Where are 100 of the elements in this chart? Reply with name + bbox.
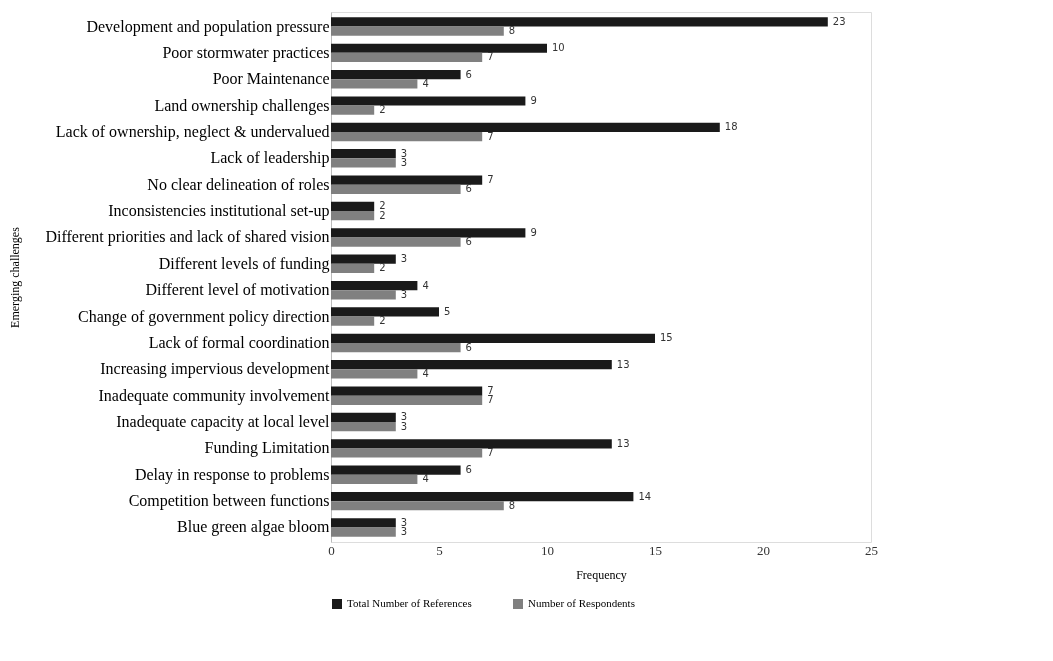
data-label: 7 (487, 394, 494, 406)
data-label: 5 (444, 305, 451, 317)
bar (331, 175, 483, 185)
bar (331, 280, 418, 291)
data-label: 14 (638, 490, 652, 502)
bar (331, 369, 418, 379)
y-axis-title: Emerging challenges (7, 226, 22, 328)
data-label: 8 (508, 499, 516, 511)
legend-label: Number of Respondents (528, 597, 635, 609)
x-tick-label: 15 (649, 542, 662, 558)
data-label: 13 (616, 437, 630, 449)
data-label: 18 (724, 121, 738, 133)
data-label: 8 (508, 25, 516, 37)
data-label: 7 (487, 130, 494, 142)
bar (331, 237, 461, 247)
data-label: 3 (400, 147, 408, 159)
x-tick-label: 0 (328, 542, 335, 558)
y-tick-label: Lack of leadership (210, 149, 330, 168)
data-label: 23 (832, 15, 846, 27)
data-label: 4 (422, 77, 429, 89)
bar (331, 412, 396, 423)
y-tick-label: Inconsistencies institutional set-up (108, 202, 330, 221)
data-label: 7 (487, 447, 494, 459)
bar (331, 17, 828, 27)
data-label: 7 (487, 51, 494, 63)
data-label: 3 (400, 288, 408, 300)
bar (331, 263, 375, 274)
data-label: 4 (422, 367, 429, 379)
x-tick-label: 25 (865, 542, 878, 558)
bar (331, 122, 720, 132)
bar (331, 474, 418, 484)
y-tick-label: Lack of ownership, neglect & undervalued (55, 122, 330, 141)
bar (331, 43, 547, 53)
data-label: 3 (400, 253, 408, 265)
y-tick-label: Increasing impervious development (100, 360, 331, 379)
y-tick-label: Different level of motivation (145, 281, 330, 299)
data-label: 2 (379, 200, 386, 212)
bar (331, 342, 461, 353)
bar (331, 149, 396, 159)
bar (331, 254, 396, 264)
bar (331, 79, 418, 89)
data-label: 10 (552, 42, 565, 54)
data-label: 7 (487, 385, 494, 397)
legend-label: Total Number of References (347, 597, 472, 609)
data-label: 2 (379, 209, 386, 221)
bar (331, 518, 396, 528)
bar (331, 360, 612, 370)
data-label: 3 (400, 516, 408, 528)
bar (331, 70, 461, 80)
y-tick-label: No clear delineation of roles (147, 175, 330, 193)
y-tick-label: Inadequate community involvement (98, 386, 331, 405)
data-label: 4 (422, 279, 429, 291)
bar (331, 307, 439, 317)
data-label: 9 (530, 226, 537, 238)
data-label: 3 (400, 411, 408, 423)
bar (331, 422, 396, 432)
bar (331, 316, 375, 326)
bar (331, 491, 634, 502)
y-tick-label: Competition between functions (128, 492, 330, 511)
bar (331, 26, 504, 36)
data-label: 6 (465, 183, 472, 195)
bar (331, 439, 612, 449)
data-label: 2 (379, 262, 386, 274)
bar (331, 184, 461, 194)
data-label: 3 (400, 526, 408, 538)
data-label: 13 (616, 358, 630, 370)
data-label: 6 (465, 68, 472, 80)
bar (331, 201, 375, 212)
data-label: 9 (530, 94, 537, 106)
data-label: 7 (487, 174, 494, 186)
data-label: 4 (422, 473, 429, 485)
x-tick-label: 20 (757, 542, 770, 558)
y-tick-label: Change of government policy direction (78, 307, 330, 326)
y-tick-label: Land ownership challenges (154, 96, 330, 115)
data-label: 3 (400, 420, 408, 432)
y-tick-label: Different levels of funding (158, 254, 330, 273)
x-tick-label: 5 (436, 542, 443, 558)
bar (331, 448, 483, 458)
data-label: 3 (400, 156, 408, 168)
y-tick-label: Funding Limitation (204, 439, 330, 458)
bar (331, 527, 396, 537)
data-label: 6 (465, 236, 472, 248)
y-tick-label: Blue green algae bloom (177, 518, 331, 537)
y-tick-label: Different priorities and lack of shared vision (45, 228, 330, 247)
bar (331, 52, 483, 63)
bar (331, 105, 375, 115)
y-tick-label: Development and population pressure (86, 17, 330, 36)
x-axis-title: Frequency (576, 567, 627, 582)
bar (331, 96, 526, 106)
y-tick-label: Poor stormwater practices (162, 43, 330, 62)
bar (331, 395, 483, 405)
bar (331, 290, 396, 300)
bar (331, 131, 483, 142)
y-tick-label: Inadequate capacity at local level (116, 413, 331, 432)
bar (331, 501, 504, 511)
x-tick-label: 10 (541, 542, 554, 558)
bar (331, 211, 375, 221)
bar (331, 386, 483, 396)
y-tick-label: Poor Maintenance (212, 70, 330, 88)
data-label: 2 (379, 315, 386, 327)
